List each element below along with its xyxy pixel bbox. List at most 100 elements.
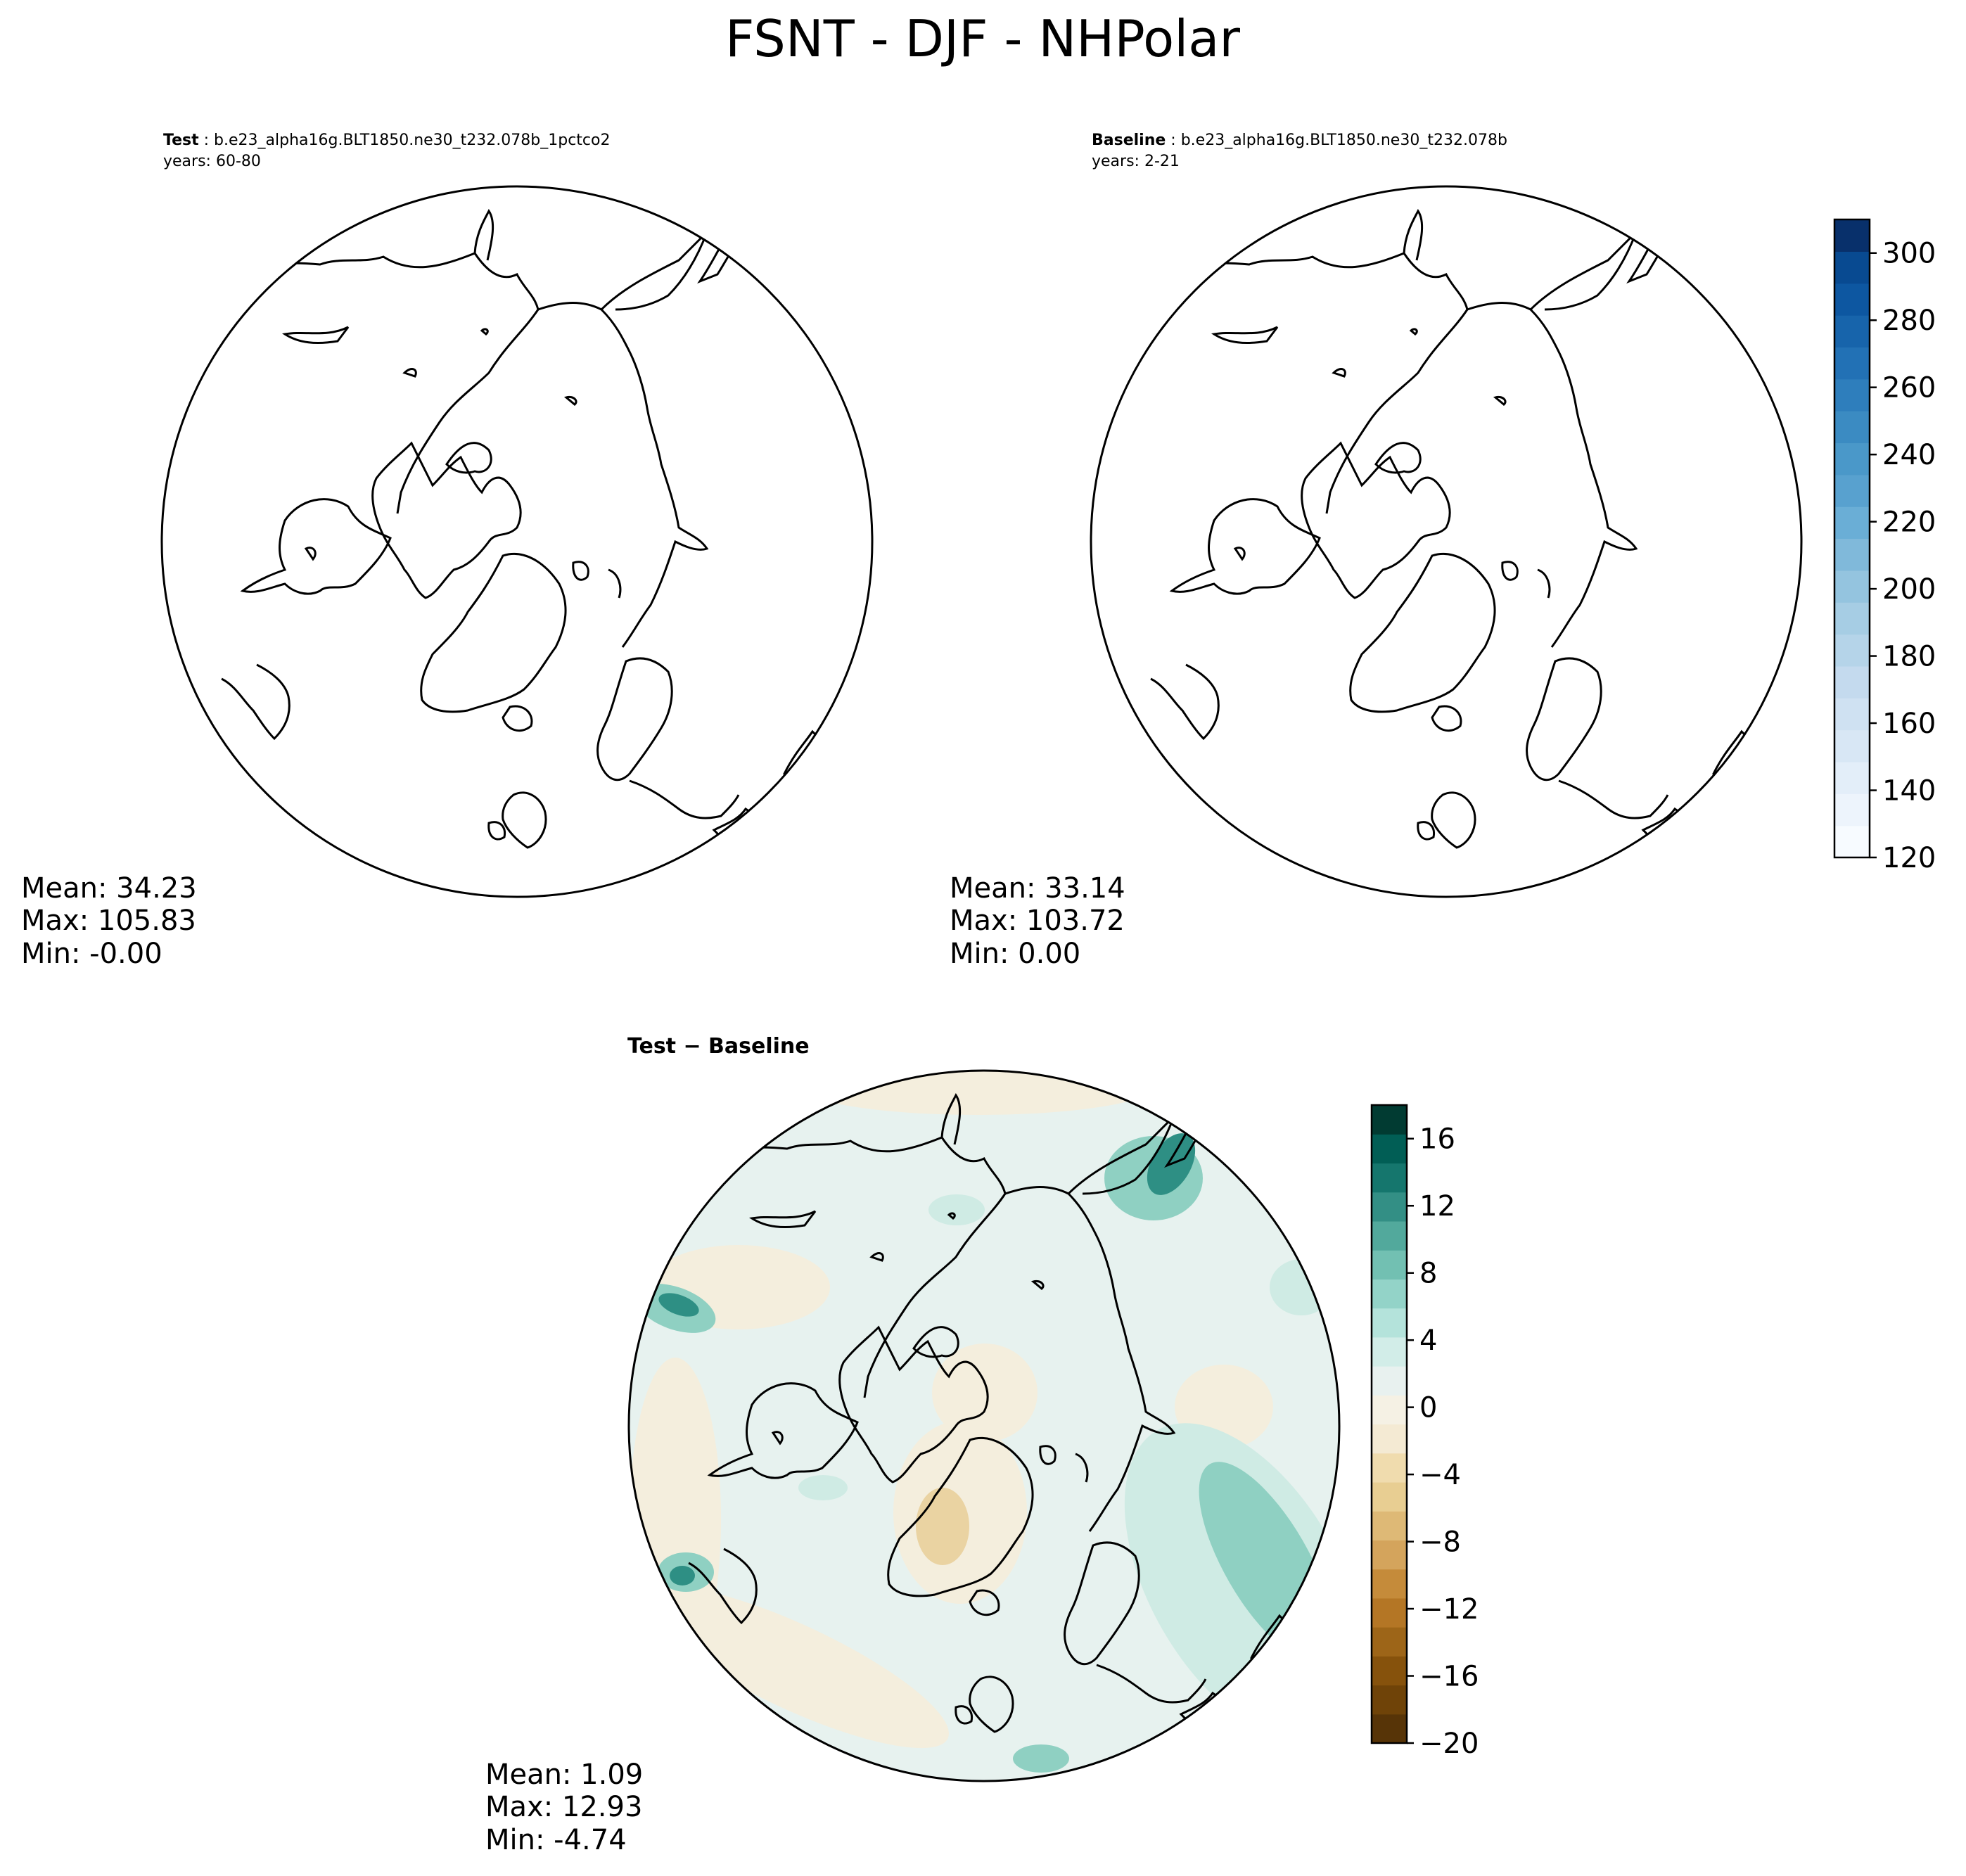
baseline-map-boundary — [1090, 185, 1803, 898]
colorbar-bottom-segment — [1372, 1163, 1407, 1193]
baseline-label-bold: Baseline — [1092, 132, 1166, 149]
baseline-panel-label: Baseline : b.e23_alpha16g.BLT1850.ne30_t… — [1092, 132, 1507, 149]
colorbar-top-segment — [1834, 506, 1870, 540]
colorbar-bottom-segment — [1372, 1279, 1407, 1309]
colorbar-top-segment — [1834, 665, 1870, 698]
colorbar-bottom-segment — [1372, 1366, 1407, 1396]
colorbar-top-segment — [1834, 634, 1870, 667]
colorbar-bottom: −20 −16 −12 −8 −4 0 4 8 12 16 — [1370, 1104, 1479, 1760]
colorbar-bottom-segment — [1372, 1134, 1407, 1164]
test-years: years: 60-80 — [163, 153, 261, 170]
baseline-stats: Mean: 33.14 Max: 103.72 Min: 0.00 — [950, 872, 1125, 970]
colorbar-bottom-segment — [1372, 1627, 1407, 1657]
diff-panel-label: Test − Baseline — [627, 1034, 810, 1059]
colorbar-bottom-segment — [1372, 1220, 1407, 1251]
test-label-case: : b.e23_alpha16g.BLT1850.ne30_t232.078b_… — [204, 132, 611, 149]
diff-region-southwest-beige — [641, 1585, 949, 1749]
colorbar-top-segment — [1834, 793, 1870, 827]
colorbar-top-tick-label: 200 — [1882, 573, 1936, 606]
diff-stat-max: Max: 12.93 — [485, 1791, 642, 1823]
test-map-background — [162, 186, 872, 897]
test-stats: Mean: 34.23 Max: 105.83 Min: -0.00 — [21, 872, 197, 970]
test-stat-mean: Mean: 34.23 — [21, 872, 197, 905]
colorbar-bottom-tick-label: −8 — [1419, 1526, 1461, 1559]
colorbar-top-tick-label: 300 — [1882, 238, 1936, 270]
diff-region-siberia-teal — [928, 1194, 985, 1225]
diff-region-far-west-beige — [630, 1358, 721, 1681]
diff-stats: Mean: 1.09 Max: 12.93 Min: -4.74 — [485, 1759, 643, 1856]
diff-region-canada-teal — [798, 1475, 848, 1500]
colorbar-top-segment — [1834, 219, 1870, 252]
test-panel-label: Test : b.e23_alpha16g.BLT1850.ne30_t232.… — [163, 132, 610, 149]
test-map — [160, 185, 874, 898]
colorbar-top-segment — [1834, 347, 1870, 380]
diff-region-pole-beige — [932, 1344, 1038, 1442]
colorbar-top-segment — [1834, 825, 1870, 858]
colorbar-top-segment — [1834, 474, 1870, 507]
colorbar-bottom-tick-label: 12 — [1419, 1190, 1455, 1223]
colorbar-bottom-segment — [1372, 1453, 1407, 1483]
colorbar-top-segment — [1834, 411, 1870, 444]
colorbar-bottom-segment — [1372, 1308, 1407, 1338]
colorbar-top-segment — [1834, 315, 1870, 347]
colorbar-bottom-segment — [1372, 1540, 1407, 1570]
baseline-stat-mean: Mean: 33.14 — [950, 872, 1125, 905]
colorbar-top-segment — [1834, 729, 1870, 762]
colorbar-bottom-segment — [1372, 1597, 1407, 1628]
diff-region-north-beige — [802, 1071, 1154, 1115]
diff-field — [629, 1071, 1339, 1781]
colorbar-top-segment — [1834, 251, 1870, 284]
baseline-map-background — [1091, 186, 1801, 897]
colorbar-top-tick-label: 220 — [1882, 506, 1936, 539]
colorbar-top-tick-label: 280 — [1882, 305, 1936, 337]
test-map-boundary — [160, 185, 874, 898]
colorbar-bottom-segment — [1372, 1424, 1407, 1454]
colorbar-bottom-segment — [1372, 1685, 1407, 1715]
colorbar-bottom-tick-label: −16 — [1419, 1661, 1479, 1693]
colorbar-bottom-tick-label: −4 — [1419, 1459, 1461, 1491]
diff-region-south-teal — [1013, 1744, 1069, 1773]
colorbar-bottom-tick-label: −12 — [1419, 1593, 1479, 1626]
colorbar-top-segment — [1834, 378, 1870, 411]
figure-title: FSNT - DJF - NHPolar — [725, 9, 1240, 68]
colorbar-bottom-segment — [1372, 1714, 1407, 1744]
colorbar-top-tick-label: 260 — [1882, 372, 1936, 404]
colorbar-bottom-frame — [1370, 1104, 1408, 1744]
colorbar-top-tick-label: 180 — [1882, 641, 1936, 673]
colorbar-bottom-tick-label: 8 — [1419, 1258, 1437, 1290]
colorbar-bottom-tick-label: 4 — [1419, 1325, 1437, 1357]
colorbar-bottom-segment — [1372, 1569, 1407, 1599]
colorbar-bottom-segment — [1372, 1395, 1407, 1425]
test-label-bold: Test — [163, 132, 199, 149]
colorbar-top-tick-label: 140 — [1882, 775, 1936, 808]
colorbar-bottom-tick-label: 16 — [1419, 1123, 1455, 1156]
baseline-stat-min: Min: 0.00 — [950, 938, 1080, 970]
colorbar-bottom-segment — [1372, 1656, 1407, 1686]
colorbar-top-segment — [1834, 570, 1870, 603]
diff-map-boundary — [627, 1069, 1341, 1782]
diff-map — [627, 1069, 1341, 1782]
test-stat-max: Max: 105.83 — [21, 905, 196, 937]
colorbar-top-segment — [1834, 283, 1870, 316]
baseline-map — [1090, 185, 1803, 898]
colorbar-bottom-segment — [1372, 1481, 1407, 1512]
diff-region-alaska-teal-dark — [670, 1566, 695, 1585]
colorbar-bottom-segment — [1372, 1105, 1407, 1135]
colorbar-top-tick-label: 160 — [1882, 708, 1936, 740]
baseline-years: years: 2-21 — [1092, 153, 1180, 170]
colorbar-bottom-segment — [1372, 1336, 1407, 1367]
diff-region-greenland-tan — [916, 1488, 969, 1565]
colorbar-top-tick-label: 240 — [1882, 439, 1936, 471]
colorbar-bottom-segment — [1372, 1192, 1407, 1222]
colorbar-top-tick-label: 120 — [1882, 842, 1936, 874]
baseline-label-case: : b.e23_alpha16g.BLT1850.ne30_t232.078b — [1170, 132, 1507, 149]
colorbar-top-segment — [1834, 602, 1870, 635]
test-stat-min: Min: -0.00 — [21, 938, 162, 970]
colorbar-top: 120 140 160 180 200 220 240 260 280 300 — [1833, 218, 1936, 874]
colorbar-bottom-tick-label: 0 — [1419, 1392, 1437, 1424]
colorbar-bottom-segment — [1372, 1511, 1407, 1541]
colorbar-top-frame — [1833, 218, 1871, 859]
baseline-stat-max: Max: 103.72 — [950, 905, 1125, 937]
colorbar-bottom-segment — [1372, 1250, 1407, 1280]
